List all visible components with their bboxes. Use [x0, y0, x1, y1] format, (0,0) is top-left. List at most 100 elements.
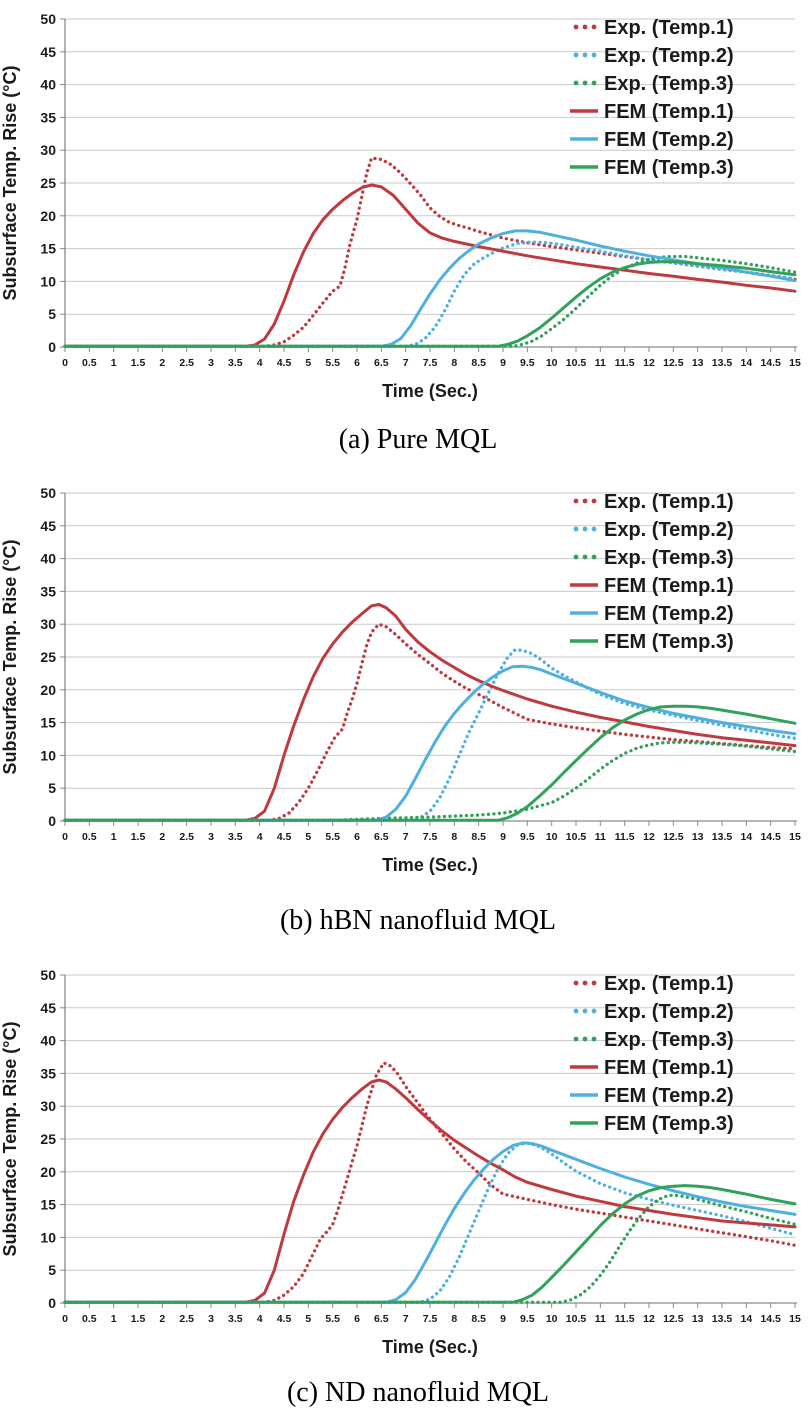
legend-label: FEM (Temp.3) — [604, 631, 734, 653]
x-tick-label: 0.5 — [82, 831, 97, 843]
dotted-line-swatch — [591, 1036, 597, 1042]
x-tick-label: 7.5 — [423, 1313, 438, 1325]
dotted-line-swatch — [582, 1036, 588, 1042]
x-tick-label: 7 — [403, 831, 409, 843]
x-tick-label: 5 — [305, 831, 311, 843]
x-tick-label: 9 — [500, 1313, 506, 1325]
y-tick-label: 5 — [48, 780, 56, 796]
x-tick-label: 0.5 — [82, 357, 97, 369]
chart-pure-mql: 0 5 10 15 20 25 30 35 40 45 50 0 0.5 1 1.5 2 2.5 3 3.5 4 4.5… — [0, 0, 812, 412]
dotted-line-swatch — [582, 554, 588, 560]
x-tick-label: 5.5 — [325, 357, 340, 369]
y-tick-label: 15 — [40, 1197, 56, 1213]
x-tick-label: 4 — [257, 1313, 263, 1325]
x-tick-label: 0.5 — [82, 1313, 97, 1325]
x-tick-label: 9 — [500, 831, 506, 843]
y-tick-label: 45 — [40, 1000, 56, 1016]
legend-label: FEM (Temp.2) — [604, 129, 734, 151]
y-tick-label: 5 — [48, 306, 56, 322]
chart-nd-mql: 0 5 10 15 20 25 30 35 40 45 50 0 0.5 1 1.5 2 2.5 3 3.5 4 4.5… — [0, 956, 812, 1368]
y-tick-label: 15 — [40, 715, 56, 731]
y-tick-label: 50 — [40, 967, 56, 983]
y-tick-label: 0 — [48, 339, 56, 355]
x-tick-label: 15 — [789, 357, 801, 369]
dotted-line-swatch — [591, 52, 597, 58]
dotted-line-swatch — [582, 1008, 588, 1014]
x-tick-label: 9.5 — [520, 831, 535, 843]
x-tick-label: 10 — [546, 357, 558, 369]
x-tick-label: 6.5 — [374, 1313, 389, 1325]
legend-item: FEM (Temp.2) — [570, 1085, 734, 1107]
x-tick-label: 3 — [208, 1313, 214, 1325]
x-axis-title: Time (Sec.) — [382, 1337, 478, 1357]
x-tick-label: 1 — [111, 357, 117, 369]
legend-item: Exp. (Temp.3) — [573, 547, 734, 569]
y-tick-label: 0 — [48, 813, 56, 829]
x-tick-label: 15 — [789, 831, 801, 843]
x-tick-label: 14.5 — [760, 1313, 781, 1325]
series-fem-temp-3 — [63, 704, 797, 822]
y-tick-label: 10 — [40, 273, 56, 289]
series-exp-temp-1 — [63, 1060, 797, 1304]
series-fem-temp-1 — [63, 1078, 797, 1304]
y-axis-title: Subsurface Temp. Rise (°C) — [0, 540, 20, 775]
y-tick-label: 20 — [40, 208, 56, 224]
legend-label: FEM (Temp.2) — [604, 1085, 734, 1107]
caption-pure-mql: (a) Pure MQL — [338, 424, 498, 455]
dotted-line-swatch — [573, 24, 579, 30]
x-tick-label: 3.5 — [228, 831, 243, 843]
series-fem-temp-2 — [63, 1141, 797, 1304]
legend-item: FEM (Temp.3) — [570, 631, 734, 653]
legend-label: FEM (Temp.1) — [604, 575, 734, 597]
series-exp-temp-2 — [63, 240, 797, 348]
y-tick-label: 35 — [40, 1065, 56, 1081]
panel-hbn-mql: 0 5 10 15 20 25 30 35 40 45 50 0 0.5 1 1.5 2 2.5 3 3.5 4 4.5… — [0, 474, 812, 956]
legend-label: FEM (Temp.1) — [604, 1057, 734, 1079]
x-tick-label: 3 — [208, 357, 214, 369]
y-tick-label: 25 — [40, 175, 56, 191]
x-tick-label: 5 — [305, 357, 311, 369]
y-tick-label: 15 — [40, 241, 56, 257]
x-tick-label: 12.5 — [663, 357, 684, 369]
dotted-line-swatch — [591, 980, 597, 986]
dotted-line-swatch — [582, 980, 588, 986]
legend-item: Exp. (Temp.1) — [573, 973, 734, 995]
x-tick-label: 7 — [403, 1313, 409, 1325]
x-tick-label: 11 — [595, 357, 606, 369]
series-exp-temp-3 — [63, 254, 797, 348]
x-tick-label: 13.5 — [712, 357, 733, 369]
x-tick-label: 1 — [111, 831, 117, 843]
x-tick-label: 0 — [62, 1313, 68, 1325]
legend-label: Exp. (Temp.1) — [604, 17, 734, 39]
panel-nd-mql: 0 5 10 15 20 25 30 35 40 45 50 0 0.5 1 1.5 2 2.5 3 3.5 4 4.5… — [0, 956, 812, 1418]
y-tick-label: 30 — [40, 616, 56, 632]
y-tick-label: 40 — [40, 1033, 56, 1049]
x-tick-label: 14 — [740, 1313, 752, 1325]
x-tick-label: 10 — [546, 831, 558, 843]
legend-item: FEM (Temp.3) — [570, 157, 734, 179]
x-tick-label: 1.5 — [131, 1313, 146, 1325]
x-tick-label: 13.5 — [712, 1313, 733, 1325]
x-tick-label: 0 — [62, 357, 68, 369]
legend-label: Exp. (Temp.2) — [604, 45, 734, 67]
y-tick-label: 25 — [40, 649, 56, 665]
x-tick-label: 13 — [692, 1313, 704, 1325]
x-tick-label: 1.5 — [131, 357, 146, 369]
y-tick-label: 35 — [40, 109, 56, 125]
y-tick-label: 10 — [40, 747, 56, 763]
series-exp-temp-1 — [63, 156, 797, 348]
x-tick-label: 10.5 — [566, 1313, 587, 1325]
y-tick-label: 0 — [48, 1295, 56, 1311]
x-tick-label: 4 — [257, 357, 263, 369]
dotted-line-swatch — [591, 24, 597, 30]
legend-label: Exp. (Temp.1) — [604, 491, 734, 513]
x-tick-label: 13 — [692, 831, 704, 843]
y-tick-label: 40 — [40, 551, 56, 567]
x-tick-label: 2.5 — [179, 357, 194, 369]
x-tick-label: 14.5 — [760, 357, 781, 369]
x-tick-label: 6.5 — [374, 831, 389, 843]
y-tick-label: 20 — [40, 1164, 56, 1180]
x-tick-label: 8.5 — [471, 1313, 486, 1325]
x-axis-title: Time (Sec.) — [382, 381, 478, 401]
